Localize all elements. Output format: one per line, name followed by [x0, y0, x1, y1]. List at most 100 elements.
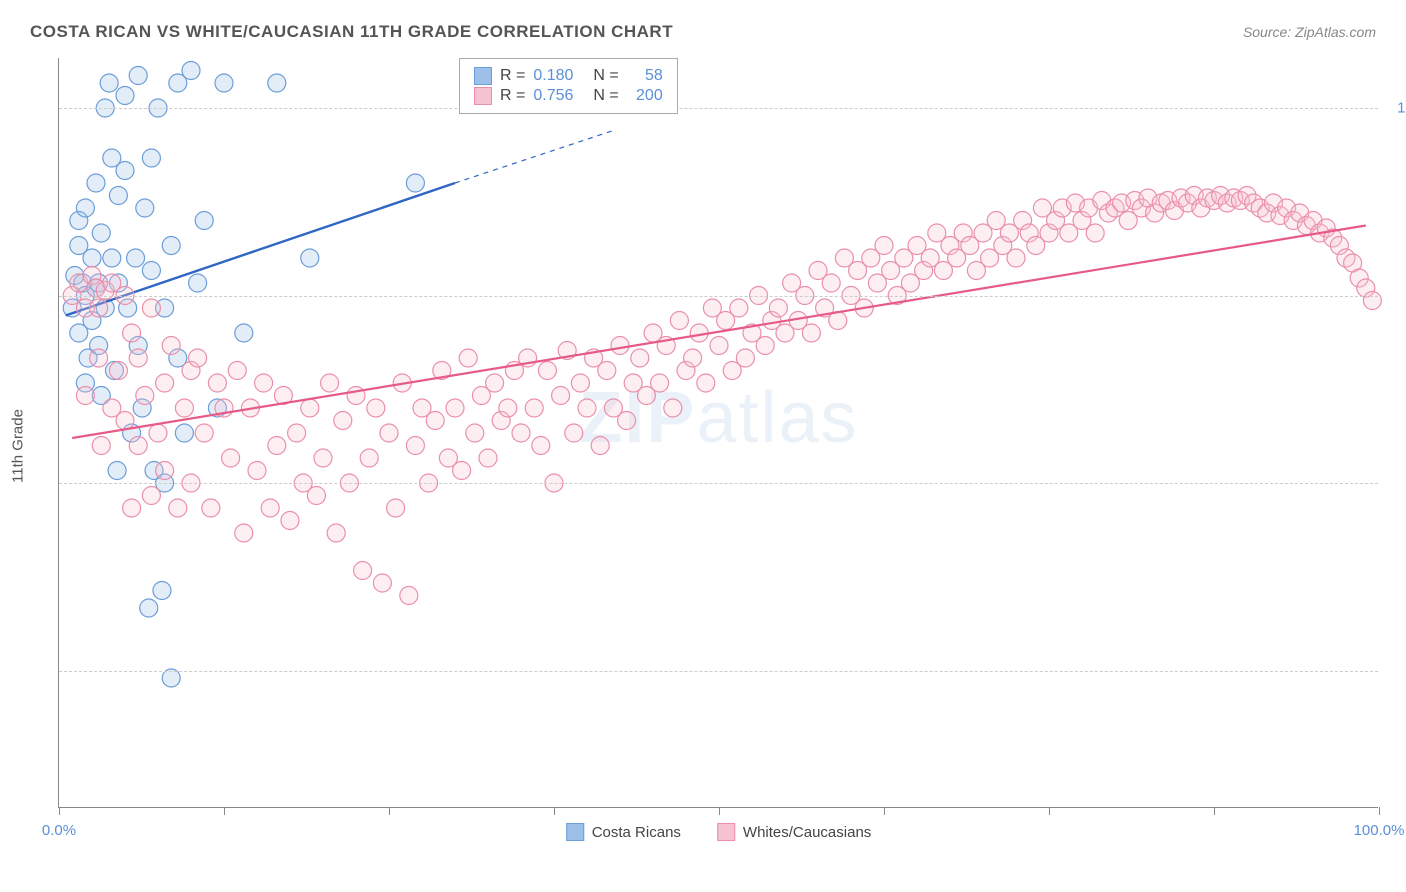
scatter-point	[90, 299, 108, 317]
x-tick	[224, 807, 225, 815]
legend-bottom: Costa Ricans Whites/Caucasians	[566, 823, 872, 841]
scatter-point	[228, 362, 246, 380]
x-tick	[884, 807, 885, 815]
scatter-point	[175, 399, 193, 417]
scatter-point	[334, 412, 352, 430]
scatter-point	[116, 87, 134, 105]
scatter-point	[142, 149, 160, 167]
scatter-point	[92, 224, 110, 242]
x-tick	[59, 807, 60, 815]
trend-line	[72, 226, 1366, 439]
scatter-point	[532, 437, 550, 455]
scatter-point	[116, 162, 134, 180]
scatter-point	[208, 374, 226, 392]
scatter-point	[400, 587, 418, 605]
scatter-point	[222, 449, 240, 467]
scatter-point	[631, 349, 649, 367]
scatter-point	[822, 274, 840, 292]
scatter-point	[565, 424, 583, 442]
scatter-point	[1007, 249, 1025, 267]
scatter-point	[189, 274, 207, 292]
scatter-point	[769, 299, 787, 317]
stat-r-label: R =	[500, 67, 525, 85]
scatter-point	[479, 449, 497, 467]
scatter-point	[87, 174, 105, 192]
scatter-point	[611, 337, 629, 355]
scatter-point	[248, 462, 266, 480]
scatter-point	[426, 412, 444, 430]
swatch-series-2	[474, 87, 492, 105]
scatter-point	[140, 599, 158, 617]
scatter-point	[261, 499, 279, 517]
legend-label-2: Whites/Caucasians	[743, 824, 871, 841]
legend-swatch-2	[717, 823, 735, 841]
stat-n-value-1: 58	[627, 67, 663, 85]
scatter-point	[169, 499, 187, 517]
x-tick-label: 100.0%	[1354, 822, 1405, 839]
x-tick-label: 0.0%	[42, 822, 76, 839]
scatter-point	[268, 74, 286, 92]
scatter-point	[123, 499, 141, 517]
scatter-point	[347, 387, 365, 405]
scatter-point	[162, 237, 180, 255]
source-label: Source: ZipAtlas.com	[1243, 24, 1376, 40]
scatter-point	[123, 324, 141, 342]
scatter-point	[1086, 224, 1104, 242]
legend-label-1: Costa Ricans	[592, 824, 681, 841]
scatter-point	[453, 462, 471, 480]
scatter-point	[525, 399, 543, 417]
scatter-point	[162, 337, 180, 355]
scatter-point	[571, 374, 589, 392]
legend-item-1: Costa Ricans	[566, 823, 681, 841]
x-tick	[1379, 807, 1380, 815]
legend-swatch-1	[566, 823, 584, 841]
scatter-point	[618, 412, 636, 430]
x-tick	[1049, 807, 1050, 815]
stat-n-label: N =	[593, 67, 618, 85]
scatter-point	[83, 249, 101, 267]
scatter-point	[697, 374, 715, 392]
scatter-point	[76, 387, 94, 405]
scatter-point	[486, 374, 504, 392]
x-tick	[389, 807, 390, 815]
scatter-point	[129, 67, 147, 85]
scatter-point	[387, 499, 405, 517]
stats-row-2: R = 0.756 N = 200	[474, 87, 663, 105]
scatter-point	[367, 399, 385, 417]
scatter-point	[684, 349, 702, 367]
scatter-point	[307, 487, 325, 505]
scatter-point	[406, 437, 424, 455]
gridline	[59, 296, 1378, 297]
scatter-point	[459, 349, 477, 367]
stat-r-label: R =	[500, 87, 525, 105]
scatter-point	[153, 582, 171, 600]
scatter-point	[1363, 292, 1381, 310]
scatter-point	[142, 262, 160, 280]
scatter-point	[598, 362, 616, 380]
scatter-point	[109, 187, 127, 205]
plot-area: ZIPatlas R = 0.180 N = 58 R = 0.756 N = …	[58, 58, 1378, 808]
scatter-point	[103, 249, 121, 267]
scatter-point	[90, 349, 108, 367]
scatter-point	[321, 374, 339, 392]
scatter-point	[281, 512, 299, 530]
scatter-point	[730, 299, 748, 317]
scatter-point	[182, 62, 200, 80]
gridline	[59, 671, 1378, 672]
scatter-point	[380, 424, 398, 442]
scatter-point	[802, 324, 820, 342]
x-tick	[554, 807, 555, 815]
scatter-point	[127, 249, 145, 267]
scatter-point	[354, 562, 372, 580]
scatter-point	[327, 524, 345, 542]
stat-r-value-2: 0.756	[533, 87, 573, 105]
x-tick	[719, 807, 720, 815]
scatter-point	[664, 399, 682, 417]
scatter-point	[136, 387, 154, 405]
scatter-point	[591, 437, 609, 455]
scatter-point	[710, 337, 728, 355]
legend-item-2: Whites/Caucasians	[717, 823, 871, 841]
chart-title: COSTA RICAN VS WHITE/CAUCASIAN 11TH GRAD…	[30, 22, 673, 42]
scatter-point	[129, 349, 147, 367]
scatter-point	[162, 669, 180, 687]
